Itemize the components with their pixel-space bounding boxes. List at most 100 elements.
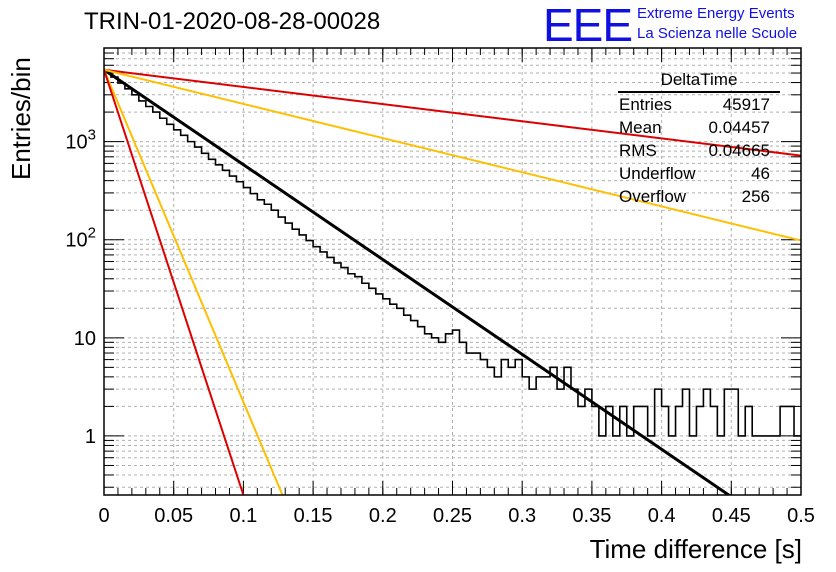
- histogram-bin: [473, 353, 480, 495]
- histogram-bin: [411, 321, 418, 495]
- y-tick-label: 10: [74, 328, 96, 350]
- logo-line-2: La Scienza nelle Scuole: [637, 25, 798, 42]
- histogram-bin: [543, 377, 550, 495]
- histogram-bin: [153, 112, 160, 495]
- histogram-bin: [160, 118, 167, 495]
- histogram-bin: [634, 406, 641, 495]
- x-tick-label: 0: [98, 505, 109, 527]
- histogram-bin: [397, 308, 404, 495]
- histogram-bin: [348, 274, 355, 495]
- fit-line: [104, 68, 801, 242]
- histogram-bin: [459, 342, 466, 495]
- x-tick-label: 0.05: [154, 505, 193, 527]
- histogram-bin: [627, 436, 634, 495]
- histogram-bin: [683, 389, 690, 495]
- histogram-bin: [780, 406, 787, 495]
- histogram-bin: [794, 436, 801, 495]
- x-tick-label: 0.3: [508, 505, 536, 527]
- x-axis-label: Time difference [s]: [589, 534, 802, 564]
- histogram-bin: [292, 229, 299, 495]
- histogram-bin: [759, 436, 766, 495]
- histogram-bin: [271, 210, 278, 495]
- histogram-bin: [613, 436, 620, 495]
- stats-row: Overflow 256: [612, 185, 780, 208]
- histogram-bin: [676, 406, 683, 495]
- histogram-bin: [487, 367, 494, 495]
- histogram-bin: [745, 406, 752, 495]
- stats-box: DeltaTime Entries 45917 Mean 0.04457 RMS…: [612, 70, 780, 208]
- histogram-bin: [264, 204, 271, 495]
- histogram-bin: [689, 436, 696, 495]
- stats-row: Entries 45917: [612, 93, 780, 116]
- plot-frame: [103, 47, 802, 496]
- x-tick-label: 0.4: [648, 505, 676, 527]
- stats-value: 0.04665: [708, 141, 770, 160]
- histogram-bin: [501, 360, 508, 495]
- chart-title: TRIN-01-2020-08-28-00028: [84, 8, 381, 35]
- x-tick-label: 0.35: [572, 505, 611, 527]
- stats-row: Mean 0.04457: [612, 116, 780, 139]
- histogram-bin: [571, 389, 578, 495]
- histogram-step: [104, 70, 801, 437]
- histogram-bin: [195, 147, 202, 495]
- histogram-bin: [655, 389, 662, 495]
- histogram-bin: [299, 235, 306, 495]
- stats-label: Overflow: [619, 187, 687, 206]
- histogram-bin: [306, 241, 313, 495]
- histogram-bin: [327, 257, 334, 495]
- x-tick-label: 0.2: [369, 505, 397, 527]
- fit-line: [104, 68, 801, 157]
- histogram-bin: [432, 338, 439, 495]
- histogram-bin: [606, 406, 613, 495]
- stats-label: Entries: [619, 95, 672, 114]
- histogram-bin: [334, 263, 341, 495]
- histogram-bin: [446, 334, 453, 495]
- histogram-bin: [599, 436, 606, 495]
- histogram-bin: [508, 367, 515, 495]
- histogram-bin: [522, 377, 529, 495]
- histogram-bin: [111, 77, 118, 495]
- histogram-bin: [641, 406, 648, 495]
- stats-label: Underflow: [619, 164, 696, 183]
- histogram-bin: [724, 389, 731, 495]
- histogram-bin: [188, 142, 195, 495]
- histogram-bin: [285, 223, 292, 495]
- fit-line: [104, 69, 245, 495]
- histogram-bin: [585, 389, 592, 495]
- histogram-bin: [439, 342, 446, 495]
- fit-line: [104, 68, 732, 495]
- histogram-bin: [620, 406, 627, 495]
- histogram-bin: [494, 377, 501, 495]
- histogram-bin: [550, 367, 557, 495]
- histogram-bin: [773, 436, 780, 495]
- histogram-bin: [146, 107, 153, 495]
- histogram-bin: [383, 299, 390, 495]
- y-axis-label: Entries/bin: [6, 57, 36, 180]
- histogram-bin: [787, 406, 794, 495]
- y-tick-label: 1: [85, 426, 96, 448]
- histogram-bin: [425, 334, 432, 495]
- histogram-bin: [202, 153, 209, 495]
- stats-value: 0.04457: [708, 118, 770, 137]
- histogram-bin: [404, 315, 411, 495]
- histogram-bin: [320, 252, 327, 495]
- histogram-bin: [362, 283, 369, 495]
- histogram-bin: [229, 176, 236, 495]
- histogram-bin: [104, 71, 111, 495]
- histogram-bin: [453, 330, 460, 495]
- histogram-bin: [278, 217, 285, 495]
- logo-line-1: Extreme Energy Events: [637, 5, 795, 22]
- fit-line: [104, 69, 284, 495]
- histogram-bin: [355, 277, 362, 495]
- histogram-bin: [731, 389, 738, 495]
- stats-value: 256: [741, 187, 770, 206]
- histogram-bin: [466, 353, 473, 495]
- stats-value: 45917: [722, 95, 770, 114]
- x-tick-label: 0.25: [433, 505, 472, 527]
- histogram-bin: [369, 288, 376, 495]
- y-tick-label: 102: [65, 225, 96, 252]
- histogram-bin: [592, 406, 599, 495]
- histogram-bin: [536, 377, 543, 495]
- y-tick-labels: 1 10 102 103: [65, 127, 96, 448]
